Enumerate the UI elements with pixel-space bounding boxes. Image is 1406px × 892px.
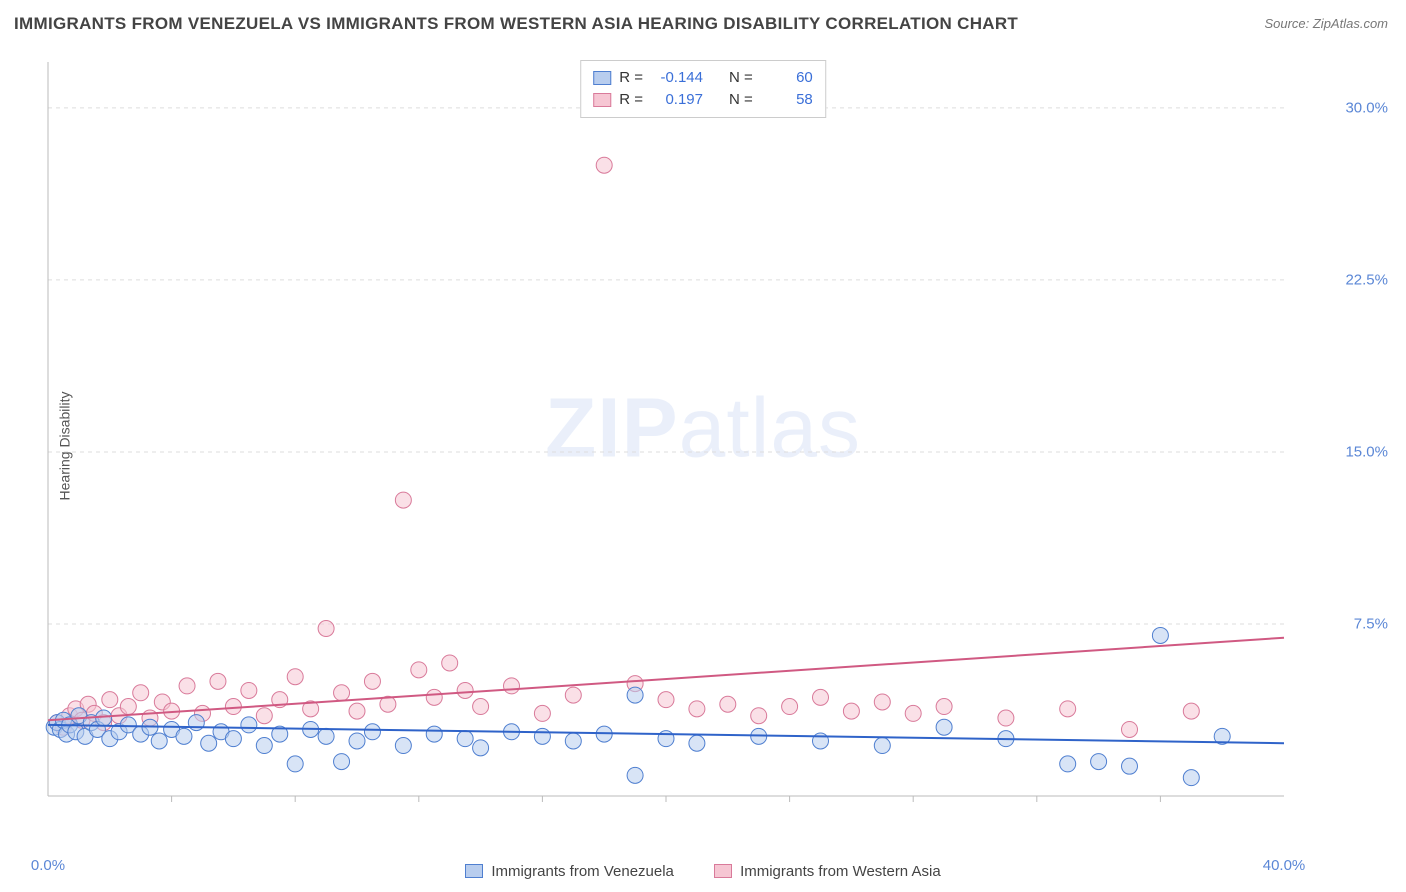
n-value-western-asia: 58 [761,89,813,111]
point-western-asia [596,157,612,173]
point-western-asia [210,673,226,689]
point-western-asia [411,662,427,678]
point-western-asia [256,708,272,724]
point-western-asia [813,689,829,705]
point-venezuela [689,735,705,751]
point-western-asia [241,682,257,698]
point-venezuela [874,738,890,754]
point-western-asia [534,705,550,721]
point-western-asia [457,682,473,698]
legend-swatch-western-asia [714,864,732,878]
x-tick-label: 40.0% [1263,857,1306,874]
r-label: R = [619,67,643,89]
point-venezuela [936,719,952,735]
point-venezuela [201,735,217,751]
stats-row-western-asia: R = 0.197 N = 58 [593,89,813,111]
plot-area [44,58,1344,830]
point-western-asia [565,687,581,703]
point-venezuela [1183,770,1199,786]
swatch-venezuela [593,71,611,85]
point-western-asia [395,492,411,508]
point-western-asia [1122,721,1138,737]
point-venezuela [151,733,167,749]
x-tick-label: 0.0% [31,857,65,874]
y-tick-label: 7.5% [1354,615,1388,632]
point-western-asia [179,678,195,694]
n-label: N = [729,89,753,111]
point-western-asia [936,699,952,715]
r-label: R = [619,89,643,111]
point-western-asia [364,673,380,689]
swatch-western-asia [593,93,611,107]
r-value-venezuela: -0.144 [651,67,703,89]
point-western-asia [658,692,674,708]
point-venezuela [1060,756,1076,772]
point-western-asia [998,710,1014,726]
point-western-asia [689,701,705,717]
point-western-asia [751,708,767,724]
point-western-asia [334,685,350,701]
n-value-venezuela: 60 [761,67,813,89]
point-venezuela [349,733,365,749]
point-venezuela [627,687,643,703]
r-value-western-asia: 0.197 [651,89,703,111]
y-tick-label: 30.0% [1345,99,1388,116]
point-western-asia [905,705,921,721]
point-venezuela [534,728,550,744]
point-western-asia [102,692,118,708]
point-venezuela [241,717,257,733]
point-venezuela [96,710,112,726]
point-venezuela [188,715,204,731]
point-venezuela [1152,627,1168,643]
point-western-asia [504,678,520,694]
point-western-asia [874,694,890,710]
point-venezuela [473,740,489,756]
plot-svg [44,58,1344,830]
point-venezuela [1122,758,1138,774]
point-western-asia [426,689,442,705]
y-tick-label: 22.5% [1345,271,1388,288]
point-venezuela [364,724,380,740]
point-western-asia [473,699,489,715]
point-venezuela [426,726,442,742]
point-venezuela [256,738,272,754]
point-venezuela [457,731,473,747]
point-western-asia [287,669,303,685]
stats-box: R = -0.144 N = 60 R = 0.197 N = 58 [580,60,826,118]
point-venezuela [287,756,303,772]
point-venezuela [395,738,411,754]
legend-item-venezuela: Immigrants from Venezuela [465,863,674,880]
n-label: N = [729,67,753,89]
point-venezuela [176,728,192,744]
point-western-asia [349,703,365,719]
y-tick-label: 15.0% [1345,443,1388,460]
point-western-asia [782,699,798,715]
legend-label-venezuela: Immigrants from Venezuela [491,863,674,880]
point-venezuela [1091,754,1107,770]
legend-item-western-asia: Immigrants from Western Asia [714,863,941,880]
point-western-asia [318,621,334,637]
point-venezuela [565,733,581,749]
stats-row-venezuela: R = -0.144 N = 60 [593,67,813,89]
source-label: Source: ZipAtlas.com [1264,16,1388,31]
point-western-asia [843,703,859,719]
point-western-asia [442,655,458,671]
point-venezuela [627,767,643,783]
point-western-asia [1060,701,1076,717]
chart-title: IMMIGRANTS FROM VENEZUELA VS IMMIGRANTS … [14,14,1018,34]
chart-container: IMMIGRANTS FROM VENEZUELA VS IMMIGRANTS … [0,0,1406,892]
point-venezuela [225,731,241,747]
point-venezuela [334,754,350,770]
point-western-asia [1183,703,1199,719]
bottom-legend: Immigrants from Venezuela Immigrants fro… [0,863,1406,883]
point-venezuela [318,728,334,744]
legend-label-western-asia: Immigrants from Western Asia [740,863,941,880]
point-western-asia [720,696,736,712]
point-western-asia [133,685,149,701]
point-western-asia [120,699,136,715]
legend-swatch-venezuela [465,864,483,878]
